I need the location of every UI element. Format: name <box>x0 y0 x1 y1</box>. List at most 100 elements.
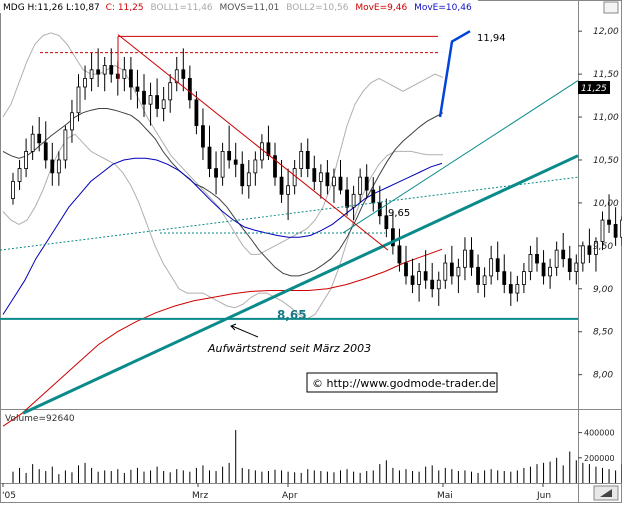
candle-body <box>516 284 519 293</box>
candle-body <box>156 96 159 109</box>
candle-body <box>110 66 113 75</box>
candle-body <box>542 263 545 276</box>
candle-body <box>254 160 257 173</box>
candle-body <box>470 250 473 267</box>
candle-body <box>97 70 100 74</box>
y-tick-label: 10,50 <box>593 156 619 166</box>
candle-body <box>463 250 466 267</box>
y-tick-label: 11,00 <box>593 113 619 123</box>
candle-body <box>70 113 73 130</box>
legend-item-movs: MOVS=11,01 <box>220 3 280 13</box>
trend-annotation: Aufwärtstrend seit März 2003 <box>207 342 371 355</box>
label-level-1194: 11,94 <box>477 33 506 44</box>
candle-body <box>103 66 106 75</box>
candle-body <box>306 151 309 168</box>
candle-body <box>581 246 584 263</box>
candle-body <box>339 177 342 190</box>
candle-body <box>332 177 335 186</box>
candle-body <box>247 173 250 186</box>
candle-body <box>398 246 401 263</box>
candle-body <box>143 91 146 104</box>
candle-body <box>208 147 211 168</box>
window-control-box[interactable] <box>604 2 618 13</box>
candle-body <box>346 190 349 207</box>
candle-body <box>228 151 231 160</box>
candle-body <box>418 272 421 285</box>
candle-body <box>129 70 132 87</box>
candle-body <box>588 246 591 255</box>
candle-body <box>549 267 552 276</box>
candle-body <box>51 160 54 173</box>
candle-body <box>162 100 165 109</box>
y-tick-label: 8,00 <box>593 371 613 381</box>
legend-item-move-red: MovE=9,46 <box>355 3 407 13</box>
candle-body <box>503 272 506 285</box>
candle-body <box>169 83 172 100</box>
legend-item-boll2: BOLL2=10,56 <box>286 3 348 13</box>
candle-body <box>483 276 486 285</box>
candle-body <box>241 164 244 185</box>
candle-body <box>313 169 316 182</box>
copyright-text[interactable]: © http://www.godmode-trader.de <box>312 377 496 390</box>
candle-body <box>149 96 152 105</box>
candle-body <box>536 254 539 263</box>
candle-body <box>431 280 434 289</box>
candle-body <box>509 284 512 293</box>
x-tick-label: Mrz <box>192 491 208 501</box>
candle-body <box>57 160 60 173</box>
volume-title: Volume=92640 <box>5 414 75 424</box>
label-level-965: 9,65 <box>388 208 410 219</box>
candle-body <box>90 70 93 79</box>
candle-body <box>365 177 368 190</box>
candle-body <box>529 254 532 271</box>
y-tick-label: 11,50 <box>593 70 619 80</box>
candle-body <box>477 267 480 284</box>
y-tick-label: 9,00 <box>593 285 613 295</box>
label-level-865: 8,65 <box>277 308 307 322</box>
y-tick-label: 8,50 <box>593 328 613 338</box>
candle-body <box>38 134 41 143</box>
candle-body <box>12 181 15 198</box>
candle-body <box>201 126 204 147</box>
x-tick-label: Jun <box>536 491 551 501</box>
candle-body <box>405 263 408 276</box>
candle-body <box>293 169 296 186</box>
x-tick-label: Apr <box>282 491 298 501</box>
volume-tick-label: 400000 <box>584 429 615 438</box>
y-tick-label: 9,50 <box>593 242 613 252</box>
candle-body <box>601 220 604 241</box>
last-price-label: 11,25 <box>581 84 607 94</box>
candle-body <box>450 263 453 276</box>
volume-tick-label: 200000 <box>584 454 615 463</box>
legend-item-move-blue: MovE=10,46 <box>414 3 472 13</box>
candle-body <box>372 190 375 203</box>
candle-body <box>123 70 126 79</box>
legend: MDG H:11,26 L:10,87 C: 11,25 BOLL1=11,46… <box>3 3 472 13</box>
candle-body <box>221 151 224 177</box>
candle-body <box>77 87 80 113</box>
y-tick-label: 12,00 <box>593 27 619 37</box>
x-tick-label: Mai <box>437 491 453 501</box>
candle-body <box>555 250 558 267</box>
candle-body <box>280 177 283 194</box>
candle-body <box>411 276 414 285</box>
candle-body <box>562 250 565 259</box>
candle-body <box>444 263 447 280</box>
candle-body <box>18 169 21 182</box>
candle-body <box>31 134 34 151</box>
candle-body <box>44 143 47 160</box>
candle-body <box>359 177 362 194</box>
candle-body <box>260 143 263 160</box>
candle-body <box>188 78 191 99</box>
candle-body <box>496 259 499 272</box>
candle-body <box>319 173 322 182</box>
legend-item-close: C: 11,25 <box>106 3 144 13</box>
candle-body <box>195 100 198 126</box>
candle-body <box>287 186 290 195</box>
candle-body <box>64 130 67 160</box>
candle-body <box>182 70 185 79</box>
candle-body <box>136 87 139 91</box>
candle-body <box>25 151 28 168</box>
candle-body <box>490 259 493 276</box>
